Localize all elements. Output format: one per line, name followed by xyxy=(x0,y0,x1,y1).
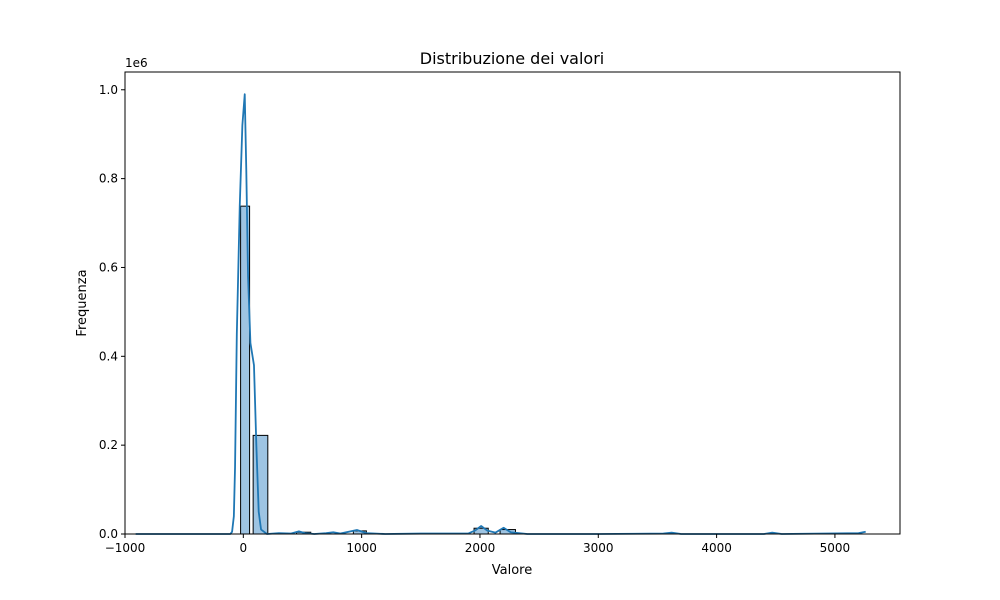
y-tick-label: 1.0 xyxy=(99,83,118,97)
y-axis-ticks: 0.0 0.2 0.4 0.6 0.8 1.0 xyxy=(99,83,125,541)
y-axis-offset-label: 1e6 xyxy=(125,56,148,70)
x-tick-label: 4000 xyxy=(701,541,732,555)
y-tick-label: 0.8 xyxy=(99,172,118,186)
x-tick-label: 3000 xyxy=(583,541,614,555)
chart-title: Distribuzione dei valori xyxy=(420,49,604,68)
y-tick-label: 0.4 xyxy=(99,349,118,363)
y-tick-label: 0.2 xyxy=(99,438,118,452)
y-tick-label: 0.6 xyxy=(99,260,118,274)
x-tick-label: 0 xyxy=(240,541,248,555)
x-tick-label: 2000 xyxy=(465,541,496,555)
x-tick-label: 5000 xyxy=(820,541,851,555)
x-axis-ticks: −1000 0 1000 2000 3000 4000 5000 xyxy=(105,534,850,555)
x-tick-label: 1000 xyxy=(346,541,377,555)
x-tick-label: −1000 xyxy=(105,541,146,555)
y-axis-label: Frequenza xyxy=(75,269,90,336)
y-tick-label: 0.0 xyxy=(99,527,118,541)
plot-frame xyxy=(124,71,901,535)
x-axis-label: Valore xyxy=(492,563,532,578)
